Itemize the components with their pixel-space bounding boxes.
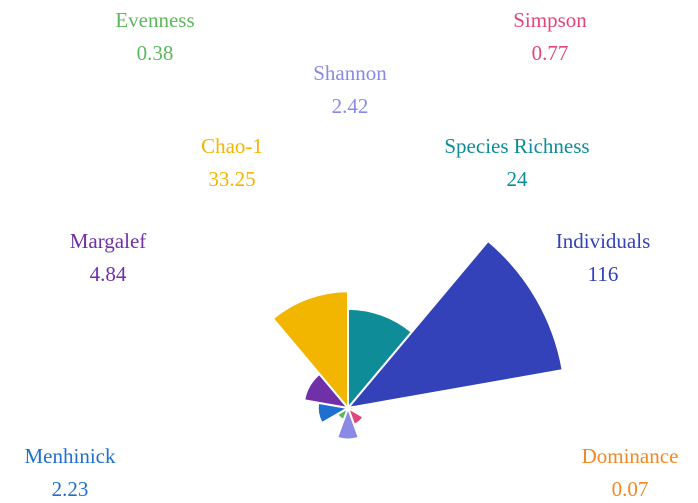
metric-name: Simpson bbox=[513, 8, 587, 32]
metric-value: 0.07 bbox=[612, 477, 649, 501]
metric-name: Dominance bbox=[582, 444, 679, 468]
metric-value: 0.77 bbox=[532, 41, 569, 65]
metric-value: 116 bbox=[588, 262, 619, 286]
metric-value: 2.23 bbox=[52, 477, 89, 501]
metric-name: Menhinick bbox=[25, 444, 116, 468]
metric-name: Species Richness bbox=[444, 134, 589, 158]
metric-value: 4.84 bbox=[90, 262, 127, 286]
metric-name: Shannon bbox=[313, 61, 387, 85]
metric-value: 2.42 bbox=[332, 94, 369, 118]
metric-name: Chao-1 bbox=[201, 134, 263, 158]
sector bbox=[335, 405, 361, 441]
metric-name: Individuals bbox=[556, 229, 651, 253]
metric-name: Margalef bbox=[70, 229, 147, 253]
metric-value: 0.38 bbox=[137, 41, 174, 65]
metric-name: Evenness bbox=[115, 8, 194, 32]
metric-value: 24 bbox=[507, 167, 529, 191]
sector bbox=[345, 239, 564, 410]
sector bbox=[347, 307, 414, 411]
metric-value: 33.25 bbox=[208, 167, 255, 191]
sector bbox=[271, 290, 349, 411]
